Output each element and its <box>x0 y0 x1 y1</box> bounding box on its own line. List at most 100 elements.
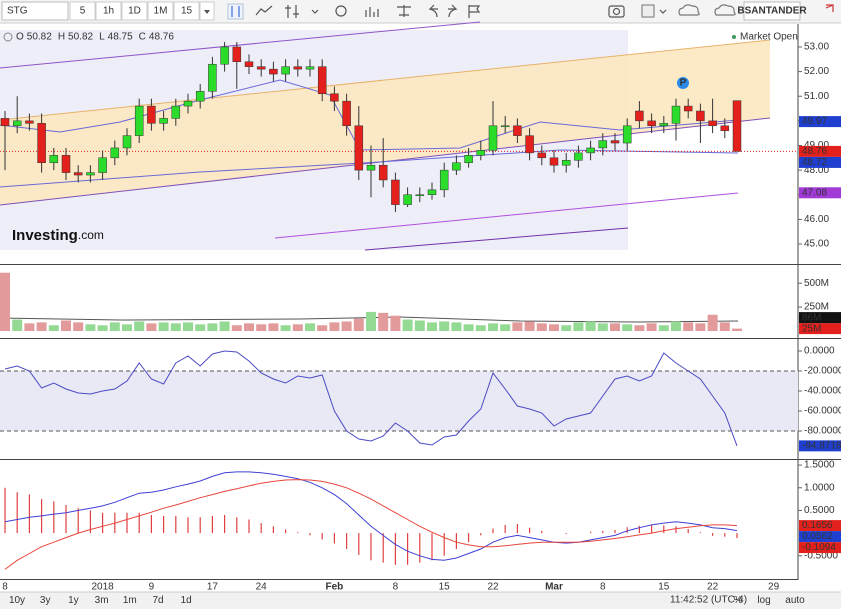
x-tick-label: 24 <box>256 582 268 593</box>
y-tick-label: 49.00 <box>804 140 829 151</box>
range-button[interactable]: 10y <box>9 595 25 606</box>
line-icon[interactable] <box>255 5 273 16</box>
interval-button[interactable] <box>95 1 122 21</box>
candle-body <box>598 140 608 149</box>
redo-icon[interactable] <box>448 4 458 18</box>
volume-bar <box>536 323 547 331</box>
chart-type-dropdown[interactable] <box>311 9 319 14</box>
value-tag-label: 25M <box>802 323 821 334</box>
legend-key: L <box>99 32 105 43</box>
interval-button[interactable] <box>69 1 96 21</box>
indicator-line <box>4 471 738 561</box>
y-tick-label: 46.00 <box>804 214 829 225</box>
volume-bar <box>719 322 730 331</box>
symbol-input[interactable] <box>1 1 69 21</box>
cloud-save-icon[interactable] <box>714 4 736 16</box>
volume-bar <box>73 322 84 331</box>
candle-body <box>671 105 681 124</box>
y-tick-label: 52.00 <box>804 66 829 77</box>
x-tick-label: 8 <box>600 582 606 593</box>
indicator-line <box>4 479 738 570</box>
candle-body <box>561 160 571 166</box>
account-box[interactable] <box>743 1 801 21</box>
candle-body <box>305 66 315 70</box>
legend-toggle[interactable] <box>3 32 13 42</box>
color-box[interactable] <box>641 4 655 18</box>
candle-body <box>195 91 205 102</box>
scale-option[interactable]: auto <box>785 595 805 606</box>
volume-bar <box>524 321 535 331</box>
y-tick-label: -60.0000 <box>804 406 841 417</box>
legend-key: H <box>58 32 65 43</box>
volume-bar <box>146 323 157 331</box>
candle-body <box>330 93 339 102</box>
candle-body <box>354 125 364 171</box>
scale-option[interactable]: % <box>734 595 743 606</box>
pivot-label: P <box>680 78 687 89</box>
interval-label: 15 <box>181 6 193 17</box>
bars-icon[interactable] <box>285 5 299 18</box>
candle-body <box>635 110 644 122</box>
candle-body <box>220 46 229 65</box>
interval-button[interactable] <box>121 1 148 21</box>
candle-body <box>403 194 412 205</box>
candles-icon[interactable] <box>227 3 244 20</box>
volume-bar <box>512 322 523 331</box>
value-tag-label: -94.8718 <box>802 441 841 452</box>
pivot-marker[interactable] <box>677 77 689 89</box>
snapshot-lens <box>612 7 621 16</box>
range-button[interactable]: 3m <box>95 595 109 606</box>
value-tag-label: 48.76 <box>802 146 827 157</box>
volume-bar <box>439 321 450 331</box>
range-button[interactable]: 1d <box>181 595 192 606</box>
x-tick-label: Mar <box>545 582 563 593</box>
y-tick-label: -40.0000 <box>804 386 841 397</box>
volume-bar <box>24 323 35 331</box>
alert-icon[interactable] <box>468 5 481 18</box>
compare-icon[interactable] <box>397 5 411 17</box>
volume-bar <box>109 322 120 331</box>
scale-option[interactable]: log <box>757 595 770 606</box>
x-tick-label: 8 <box>2 582 8 593</box>
range-button[interactable]: 1m <box>123 595 137 606</box>
interval-button[interactable] <box>173 1 200 21</box>
candle-body <box>171 105 181 119</box>
range-button[interactable]: 3y <box>40 595 51 606</box>
undo-icon[interactable] <box>428 4 438 18</box>
volume-bar <box>585 321 596 331</box>
popout-icon[interactable] <box>825 4 834 12</box>
candle-body <box>366 164 376 171</box>
candle-body <box>586 147 595 154</box>
range-button[interactable]: 7d <box>152 595 163 606</box>
y-tick-label: -80.0000 <box>804 426 841 437</box>
logo: Investing.com <box>12 227 104 244</box>
candle-body <box>647 120 656 127</box>
color-dropdown[interactable] <box>659 9 667 14</box>
candle-body <box>659 123 669 127</box>
volume-bar <box>0 272 10 331</box>
cloud-load-icon[interactable] <box>678 4 700 16</box>
x-tick-label: 22 <box>707 582 719 593</box>
regression-channel <box>0 40 770 205</box>
volume-bar <box>683 322 694 331</box>
value-tag <box>799 187 841 199</box>
volume-bar <box>378 312 389 331</box>
x-tick-label: 15 <box>658 582 670 593</box>
settings-icon[interactable] <box>335 5 347 17</box>
volume-bar <box>549 324 559 331</box>
candle-body <box>37 123 46 163</box>
legend-value: 50.82 <box>27 32 52 43</box>
range-button[interactable]: 1y <box>68 595 79 606</box>
volume-bar <box>134 321 145 331</box>
volume-bar <box>646 323 657 331</box>
volume-bar <box>561 325 572 331</box>
interval-button[interactable] <box>147 1 174 21</box>
tool-icons[interactable] <box>227 3 834 20</box>
indicators-icon[interactable] <box>365 7 379 17</box>
value-tag <box>799 542 841 554</box>
interval-label: 5 <box>80 6 86 17</box>
snapshot-icon[interactable] <box>608 5 625 18</box>
candle-body <box>0 118 10 127</box>
candle-body <box>427 189 437 196</box>
